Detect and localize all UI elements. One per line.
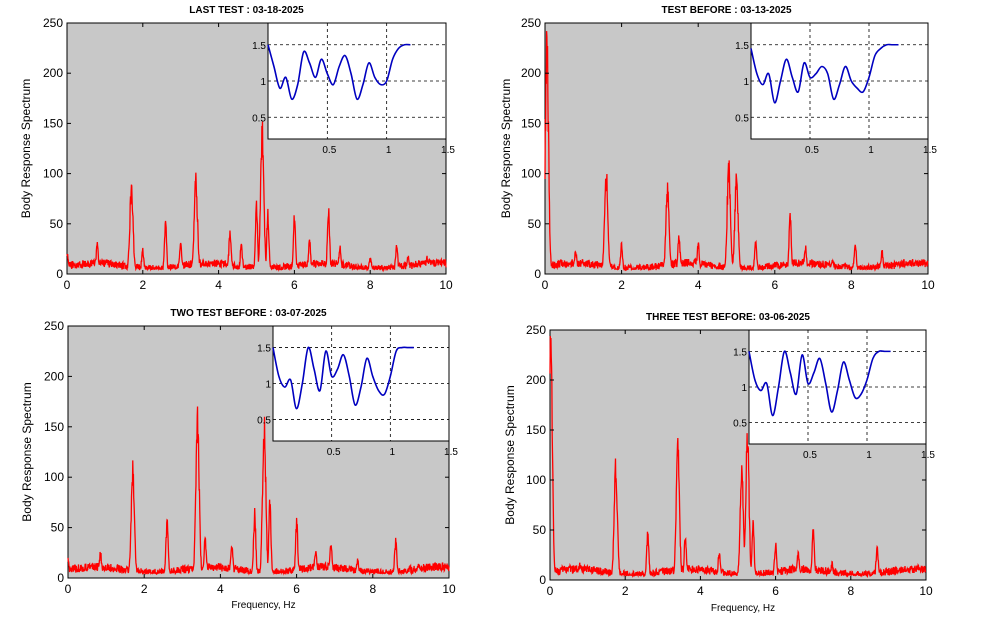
inset-y-tick-label: 1.5: [735, 41, 749, 52]
spectrum-line: [67, 406, 450, 576]
inset-y-tick-label: 1.5: [257, 344, 271, 355]
inset-line: [750, 43, 899, 104]
inset-y-tick-label: 0.5: [733, 419, 747, 430]
x-tick-label: 6: [293, 582, 300, 596]
x-tick-label: 0: [547, 584, 554, 598]
x-tick-label: 4: [215, 278, 222, 292]
y-tick-label: 250: [43, 16, 63, 30]
inset-y-tick-label: 1.5: [733, 347, 747, 358]
y-tick-label: 200: [43, 66, 63, 80]
x-tick-label: 6: [291, 278, 298, 292]
y-axis-label: Body Response Spectrum: [20, 382, 34, 521]
x-tick-label: 4: [217, 582, 224, 596]
y-axis-label: Body Response Spectrum: [499, 79, 513, 218]
y-tick-label: 100: [43, 167, 63, 181]
inset-line: [748, 350, 891, 417]
y-tick-label: 50: [528, 217, 542, 231]
x-tick-label: 10: [919, 584, 933, 598]
x-tick-label: 8: [847, 584, 854, 598]
inset-y-tick-label: 1: [743, 77, 749, 88]
inset-x-tick-label: 0.5: [327, 447, 341, 458]
spectrum-line: [66, 121, 447, 273]
spectrum-line: [549, 335, 927, 579]
y-tick-label: 0: [539, 573, 546, 587]
y-tick-label: 0: [534, 267, 541, 281]
x-tick-label: 8: [848, 278, 855, 292]
inset-line: [272, 346, 414, 410]
y-tick-label: 200: [526, 373, 546, 387]
y-tick-label: 0: [56, 267, 63, 281]
x-tick-label: 4: [695, 278, 702, 292]
y-tick-label: 200: [521, 66, 541, 80]
inset-y-tick-label: 1: [741, 383, 747, 394]
y-tick-label: 50: [533, 523, 547, 537]
inset-x-tick-label: 1: [868, 145, 874, 156]
chart-title: LAST TEST : 03-18-2025: [189, 5, 304, 16]
spectrum-line: [544, 31, 929, 273]
x-tick-label: 0: [65, 582, 72, 596]
y-tick-label: 100: [521, 167, 541, 181]
inset-y-tick-label: 1: [260, 77, 266, 88]
y-tick-label: 150: [44, 420, 64, 434]
x-tick-label: 0: [64, 278, 71, 292]
x-tick-label: 10: [442, 582, 456, 596]
chart-title: TWO TEST BEFORE : 03-07-2025: [170, 308, 327, 319]
x-tick-label: 10: [439, 278, 453, 292]
x-tick-label: 2: [618, 278, 625, 292]
y-tick-label: 150: [526, 423, 546, 437]
inset-plot: 0.5 1 1.5 0.5 1 1.5: [252, 22, 455, 156]
inset-x-tick-label: 0.5: [322, 145, 336, 156]
y-tick-label: 50: [51, 521, 65, 535]
x-tick-label: 8: [367, 278, 374, 292]
y-axis-label: Body Response Spectrum: [19, 79, 33, 218]
x-tick-label: 2: [139, 278, 146, 292]
y-axis-label: Body Response Spectrum: [503, 385, 517, 524]
x-axis-label: Frequency, Hz: [711, 603, 775, 614]
inset-plot: 0.5 1 1.5 0.5 1 1.5: [735, 22, 937, 156]
y-tick-label: 200: [44, 369, 64, 383]
chart-title: TEST BEFORE : 03-13-2025: [661, 5, 791, 16]
x-tick-label: 6: [772, 584, 779, 598]
y-tick-label: 50: [50, 217, 64, 231]
inset-x-tick-label: 1.5: [444, 447, 458, 458]
y-tick-label: 100: [44, 470, 64, 484]
chart-title: THREE TEST BEFORE: 03-06-2025: [646, 312, 810, 323]
y-tick-label: 250: [521, 16, 541, 30]
x-tick-label: 2: [622, 584, 629, 598]
y-tick-label: 150: [43, 116, 63, 130]
y-tick-label: 250: [44, 319, 64, 333]
inset-y-tick-label: 0.5: [257, 415, 271, 426]
x-tick-label: 0: [542, 278, 549, 292]
inset-x-tick-label: 1: [386, 145, 392, 156]
inset-x-tick-label: 0.5: [803, 450, 817, 461]
inset-x-tick-label: 1.5: [441, 145, 455, 156]
x-tick-label: 8: [369, 582, 376, 596]
inset-y-tick-label: 1: [265, 380, 271, 391]
inset-x-tick-label: 0.5: [805, 145, 819, 156]
y-tick-label: 0: [57, 571, 64, 585]
inset-x-tick-label: 1: [866, 450, 872, 461]
inset-x-tick-label: 1.5: [923, 145, 937, 156]
inset-x-tick-label: 1: [390, 447, 396, 458]
y-tick-label: 250: [526, 323, 546, 337]
inset-line: [267, 43, 411, 101]
x-tick-label: 2: [141, 582, 148, 596]
x-tick-label: 4: [697, 584, 704, 598]
inset-plot: 0.5 1 1.5 0.5 1 1.5: [257, 325, 458, 458]
inset-x-tick-label: 1.5: [921, 450, 935, 461]
x-tick-label: 6: [771, 278, 778, 292]
inset-y-tick-label: 0.5: [735, 113, 749, 124]
inset-y-tick-label: 1.5: [252, 41, 266, 52]
y-tick-label: 150: [521, 116, 541, 130]
y-tick-label: 100: [526, 473, 546, 487]
x-axis-label: Frequency, Hz: [231, 600, 295, 611]
inset-y-tick-label: 0.5: [252, 113, 266, 124]
x-tick-label: 10: [921, 278, 935, 292]
inset-plot: 0.5 1 1.5 0.5 1 1.5: [733, 329, 935, 461]
